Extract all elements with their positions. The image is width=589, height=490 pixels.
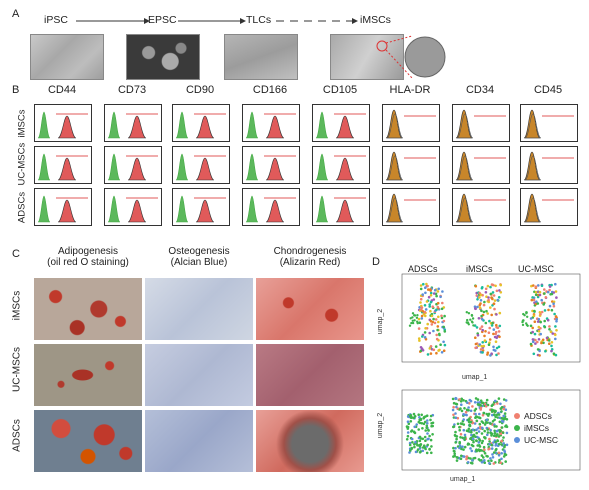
- legend-item-imscs: iMSCs: [514, 422, 558, 434]
- flow-histogram: [312, 104, 370, 142]
- marker-cd34: CD34: [465, 84, 495, 96]
- flow-histogram: [104, 104, 162, 142]
- flow-histogram: [242, 188, 300, 226]
- flow-row-adscs: ADSCs: [16, 191, 28, 224]
- umap-top-xlabel: umap_1: [462, 374, 488, 381]
- adipo-sub: (oil red O staining): [47, 257, 129, 268]
- flow-histogram: [34, 188, 92, 226]
- chondro-imscs-image: [256, 278, 364, 340]
- chondro-header: Chondrogenesis (Alizarin Red): [256, 246, 364, 268]
- flow-histogram: [382, 104, 440, 142]
- legend-dot: [514, 425, 520, 431]
- flow-histogram: [34, 146, 92, 184]
- stain-row-ucmscs: UC-MSCs: [11, 347, 23, 392]
- umap-bottom-ylabel: umap_2: [377, 412, 385, 439]
- osteo-imscs-image: [145, 278, 253, 340]
- flow-histogram: [452, 146, 510, 184]
- adipo-ucmscs-image: [34, 344, 142, 406]
- osteo-adscs-image: [145, 410, 253, 472]
- marker-cd45: CD45: [533, 84, 563, 96]
- osteo-title: Osteogenesis: [168, 246, 230, 257]
- flow-histogram: [172, 188, 230, 226]
- flow-histogram: [382, 146, 440, 184]
- epsc-micrograph: [126, 34, 200, 80]
- flow-row-imscs: iMSCs: [16, 109, 28, 138]
- flow-histogram: [104, 146, 162, 184]
- umap-merged-plot: [401, 389, 581, 471]
- umap-title-imscs: iMSCs: [466, 264, 493, 274]
- flow-histogram: [34, 104, 92, 142]
- panel-c-label: C: [12, 248, 20, 260]
- legend-label: iMSCs: [524, 423, 550, 433]
- marker-headers: CD44 CD73 CD90 CD166 CD105 HLA-DR CD34 CD45: [0, 84, 589, 100]
- chondro-ucmscs-image: [256, 344, 364, 406]
- flow-histogram: [242, 104, 300, 142]
- adipo-imscs-image: [34, 278, 142, 340]
- flow-histogram: [520, 146, 578, 184]
- umap-legend: ADSCs iMSCs UC-MSC: [514, 410, 558, 446]
- stage-tlcs: TLCs: [246, 14, 272, 26]
- flow-histogram: [452, 104, 510, 142]
- legend-dot: [514, 437, 520, 443]
- adipo-header: Adipogenesis (oil red O staining): [34, 246, 142, 268]
- flow-histogram: [382, 188, 440, 226]
- legend-label: ADSCs: [524, 411, 552, 421]
- umap-title-ucmsc: UC-MSC: [518, 264, 554, 274]
- tlcs-micrograph: [224, 34, 298, 80]
- marker-cd90: CD90: [185, 84, 215, 96]
- flow-histogram: [520, 188, 578, 226]
- marker-cd44: CD44: [47, 84, 77, 96]
- stain-row-adscs: ADSCs: [11, 419, 23, 452]
- panel-b-label: B: [12, 84, 20, 96]
- flow-histogram: [520, 104, 578, 142]
- panel-a-label: A: [12, 8, 20, 20]
- umap-bottom-xlabel: umap_1: [450, 476, 476, 483]
- umap-split-plot: [401, 273, 581, 363]
- adipo-adscs-image: [34, 410, 142, 472]
- osteo-sub: (Alcian Blue): [170, 257, 228, 268]
- panel-d-label: D: [372, 256, 380, 268]
- stage-ipsc: iPSC: [44, 14, 68, 26]
- stage-epsc: EPSC: [148, 14, 177, 26]
- legend-dot: [514, 413, 520, 419]
- chondro-sub: (Alizarin Red): [279, 257, 341, 268]
- imscs-zoom-inset: [376, 35, 446, 79]
- chondro-adscs-image: [256, 410, 364, 472]
- legend-item-ucmsc: UC-MSC: [514, 434, 558, 446]
- flow-histogram: [312, 146, 370, 184]
- marker-cd73: CD73: [117, 84, 147, 96]
- ipsc-micrograph: [30, 34, 104, 80]
- legend-label: UC-MSC: [524, 435, 558, 445]
- marker-cd105: CD105: [322, 84, 358, 96]
- flow-histogram: [452, 188, 510, 226]
- osteo-header: Osteogenesis (Alcian Blue): [145, 246, 253, 268]
- flow-histogram: [242, 146, 300, 184]
- flow-histogram: [104, 188, 162, 226]
- adipo-title: Adipogenesis: [57, 246, 119, 257]
- marker-cd166: CD166: [252, 84, 288, 96]
- flow-histogram: [172, 146, 230, 184]
- marker-hla-dr: HLA-DR: [389, 84, 431, 96]
- chondro-title: Chondrogenesis: [273, 246, 347, 257]
- osteo-ucmscs-image: [145, 344, 253, 406]
- flow-row-uc-mscs: UC-MSCs: [16, 142, 28, 186]
- stain-row-imscs: iMSCs: [11, 290, 23, 321]
- flow-histogram: [312, 188, 370, 226]
- umap-title-adscs: ADSCs: [408, 264, 438, 274]
- legend-item-adscs: ADSCs: [514, 410, 558, 422]
- stage-arrows: [76, 18, 358, 24]
- flow-histogram: [172, 104, 230, 142]
- stage-imscs: iMSCs: [360, 14, 391, 26]
- umap-top-ylabel: umap_2: [377, 308, 385, 335]
